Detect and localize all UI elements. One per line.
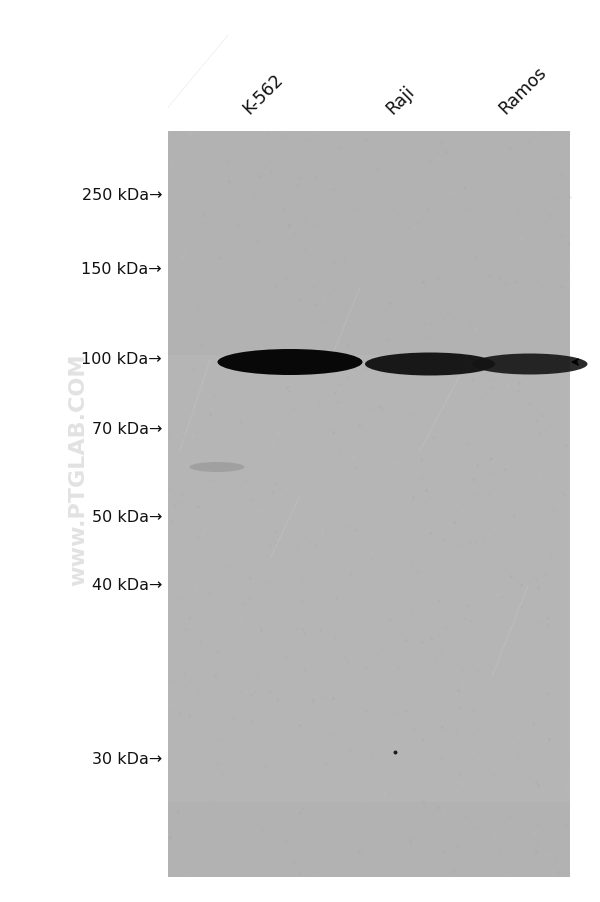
Ellipse shape bbox=[218, 350, 362, 375]
Text: Raji: Raji bbox=[382, 82, 418, 118]
Ellipse shape bbox=[473, 354, 587, 375]
Text: 50 kDa→: 50 kDa→ bbox=[92, 510, 162, 525]
Text: 150 kDa→: 150 kDa→ bbox=[82, 262, 162, 277]
Ellipse shape bbox=[365, 353, 495, 376]
Text: 100 kDa→: 100 kDa→ bbox=[82, 352, 162, 367]
Text: K-562: K-562 bbox=[239, 70, 287, 118]
Text: 250 kDa→: 250 kDa→ bbox=[82, 188, 162, 202]
Ellipse shape bbox=[190, 463, 245, 473]
Bar bbox=[168, 132, 570, 877]
Text: www.PTGLAB.COM: www.PTGLAB.COM bbox=[68, 353, 88, 585]
Text: 70 kDa→: 70 kDa→ bbox=[92, 422, 162, 437]
Text: 30 kDa→: 30 kDa→ bbox=[92, 751, 162, 767]
Bar bbox=[168, 355, 570, 803]
Text: 40 kDa→: 40 kDa→ bbox=[92, 577, 162, 592]
Text: Ramos: Ramos bbox=[495, 63, 550, 118]
